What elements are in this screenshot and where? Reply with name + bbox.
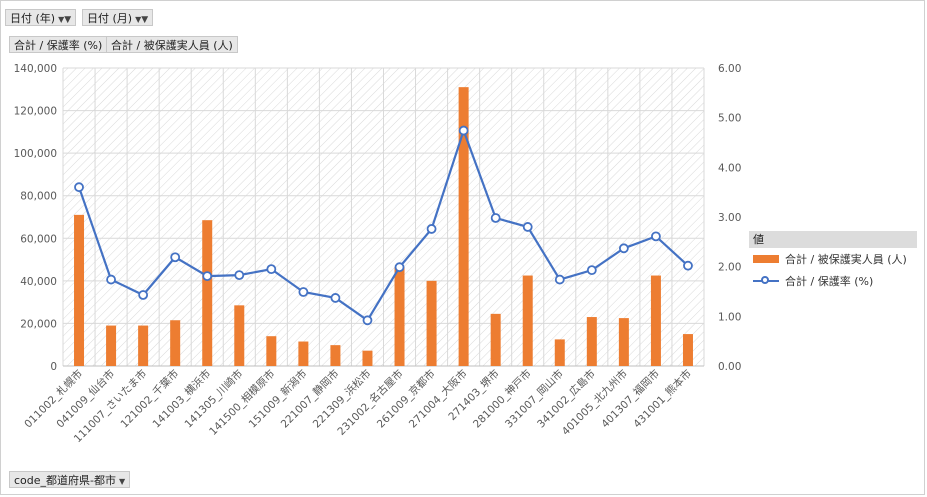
x-tick-label: 271004_大阪市 — [406, 367, 470, 431]
line-point[interactable] — [522, 222, 533, 232]
bar[interactable] — [362, 350, 373, 366]
left-tick-label: 120,000 — [14, 106, 57, 118]
bar[interactable] — [74, 214, 85, 366]
bar[interactable] — [618, 318, 629, 366]
x-tick-label: 401307_福岡市 — [599, 367, 663, 431]
bar-swatch — [753, 255, 779, 263]
dropdown-icon: ▼ — [135, 15, 142, 24]
left-tick-label: 40,000 — [20, 276, 57, 288]
year-filter-label: 日付 (年) — [10, 12, 56, 25]
x-tick-label: 121002_千葉市 — [118, 367, 182, 431]
line-point[interactable] — [234, 270, 245, 281]
dropdown-icon: ▼ — [119, 477, 126, 486]
bar[interactable] — [682, 334, 693, 366]
right-tick-label: 3.00 — [718, 212, 741, 224]
value-field-people-label: 合計 / 被保護実人員 (人) — [111, 39, 233, 52]
left-tick-label: 140,000 — [14, 63, 57, 75]
x-tick-label: 261009_京都市 — [374, 367, 438, 431]
bar[interactable] — [266, 336, 277, 366]
filter-icon: ▼ — [64, 15, 72, 25]
value-field-rate[interactable]: 合計 / 保護率 (%) — [9, 36, 108, 53]
line-point[interactable] — [490, 213, 501, 223]
value-field-rate-label: 合計 / 保護率 (%) — [14, 39, 103, 52]
line-point[interactable] — [266, 264, 277, 275]
x-tick-label: 341002_広島市 — [534, 367, 598, 431]
bar[interactable] — [138, 325, 149, 366]
left-tick-label: 20,000 — [20, 318, 57, 330]
bar[interactable] — [106, 325, 117, 366]
bar[interactable] — [650, 275, 661, 366]
x-tick-label: 141305_川崎市 — [182, 367, 246, 431]
line-point[interactable] — [330, 293, 341, 303]
line-point[interactable] — [362, 315, 373, 326]
left-tick-label: 60,000 — [20, 233, 57, 245]
x-tick-label: 221309_浜松市 — [310, 367, 374, 431]
bar[interactable] — [522, 275, 533, 366]
legend-title: 値 — [749, 231, 917, 248]
line-point[interactable] — [74, 182, 84, 193]
legend-bar-label: 合計 / 被保護実人員 (人) — [785, 253, 907, 266]
line-point[interactable] — [458, 125, 469, 136]
line-point[interactable] — [106, 274, 116, 285]
right-tick-label: 5.00 — [718, 113, 741, 125]
line-point[interactable] — [651, 231, 661, 242]
bar[interactable] — [298, 341, 309, 366]
line-point[interactable] — [554, 274, 565, 285]
filter-icon: ▼ — [141, 15, 149, 25]
right-tick-label: 1.00 — [718, 311, 741, 323]
axis-field-button[interactable]: code_都道府県-都市 ▼ — [9, 471, 131, 488]
x-tick-label: 151009_新潟市 — [246, 367, 310, 431]
line-point[interactable] — [138, 290, 149, 300]
bar[interactable] — [490, 313, 501, 366]
legend: 値 合計 / 被保護実人員 (人) 合計 / 保護率 (%) — [749, 231, 917, 292]
right-tick-label: 2.00 — [718, 262, 741, 274]
bar[interactable] — [330, 345, 341, 366]
line-swatch — [753, 275, 779, 287]
line-point[interactable] — [202, 271, 213, 282]
bar[interactable] — [458, 87, 469, 367]
left-tick-label: 80,000 — [20, 191, 57, 203]
line-point[interactable] — [586, 265, 597, 276]
bar[interactable] — [394, 267, 405, 366]
legend-line-label: 合計 / 保護率 (%) — [785, 275, 874, 288]
right-tick-label: 4.00 — [718, 162, 741, 174]
right-tick-label: 6.00 — [718, 63, 741, 75]
dropdown-icon: ▼ — [58, 15, 65, 24]
x-tick-label: 331007_岡山市 — [502, 367, 566, 431]
right-tick-label: 0.00 — [718, 361, 741, 373]
month-filter-label: 日付 (月) — [87, 12, 133, 25]
left-tick-label: 0 — [50, 361, 57, 373]
line-point[interactable] — [170, 252, 181, 263]
legend-item-bar[interactable]: 合計 / 被保護実人員 (人) — [749, 248, 917, 270]
line-point[interactable] — [618, 243, 629, 254]
x-tick-label: 281000_神戸市 — [470, 367, 534, 431]
x-tick-label: 221007_静岡市 — [278, 367, 342, 431]
x-tick-label: 431001_熊本市 — [631, 367, 695, 431]
bar[interactable] — [234, 305, 245, 366]
line-point[interactable] — [683, 260, 693, 271]
line-point[interactable] — [426, 224, 437, 234]
legend-item-line[interactable]: 合計 / 保護率 (%) — [749, 270, 917, 292]
line-point[interactable] — [298, 287, 309, 297]
axis-field-label: code_都道府県-都市 — [14, 474, 116, 487]
bar[interactable] — [554, 339, 565, 366]
line-point[interactable] — [394, 262, 405, 273]
x-tick-label: 011002_札幌市 — [22, 367, 86, 431]
bar[interactable] — [426, 280, 437, 366]
year-filter-button[interactable]: 日付 (年) ▼▼ — [5, 9, 77, 26]
rate-line — [77, 127, 689, 322]
bar[interactable] — [170, 320, 181, 366]
month-filter-button[interactable]: 日付 (月) ▼▼ — [82, 9, 154, 26]
bar[interactable] — [202, 220, 213, 366]
left-tick-label: 100,000 — [14, 148, 57, 160]
bar[interactable] — [586, 317, 597, 366]
x-tick-label: 041009_仙台市 — [54, 367, 118, 431]
x-tick-label: 141003_横浜市 — [150, 367, 214, 431]
value-field-people[interactable]: 合計 / 被保護実人員 (人) — [106, 36, 238, 53]
